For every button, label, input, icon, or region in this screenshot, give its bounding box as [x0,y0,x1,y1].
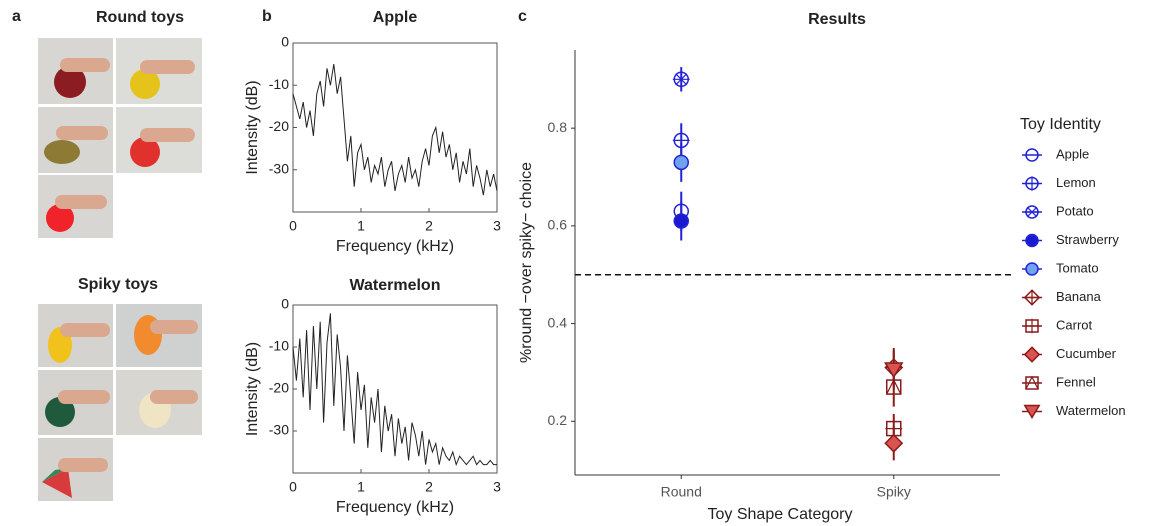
legend-item: Cucumber [1022,346,1117,363]
x-tick-label: 0 [289,479,297,495]
marker-inner [672,73,690,86]
x-axis-label: Frequency (kHz) [336,499,454,516]
photos [38,38,202,501]
marker-inner [1024,206,1040,218]
marker [673,213,689,229]
x-tick-label: 0 [289,218,297,234]
photo-title: Spiky toys [78,276,158,293]
marker [1023,404,1041,419]
legend-label: Lemon [1056,175,1096,190]
legend-title: Toy Identity [1020,116,1101,133]
x-tick-label: 2 [425,479,433,495]
y-axis-label: Intensity (dB) [244,80,261,174]
marker [1025,262,1039,276]
marker [673,154,689,171]
photo-title: Round toys [96,9,184,26]
y-tick-label: 0.8 [548,119,568,135]
x-tick-label: Round [661,484,702,500]
legend-item: Carrot [1022,317,1093,334]
legend-item: Apple [1022,146,1089,162]
x-tick-label: 2 [425,218,433,234]
legend-item: Potato [1022,203,1094,219]
x-tick-label: 1 [357,479,365,495]
y-tick-label: -30 [269,160,289,176]
chart-title: Watermelon [350,277,441,294]
legend-label: Carrot [1056,317,1093,332]
x-tick-label: 3 [493,218,501,234]
legend-label: Watermelon [1056,403,1126,418]
legend-label: Strawberry [1056,232,1119,247]
y-tick-label: -10 [269,76,289,92]
y-tick-label: 0.4 [548,314,568,330]
y-axis-label: Intensity (dB) [244,342,261,436]
panel-label: a [12,8,21,25]
x-tick-label: 1 [357,218,365,234]
y-tick-label: 0.2 [548,412,568,428]
legend-label: Potato [1056,203,1094,218]
data-point [672,67,690,92]
legend-item: Banana [1022,289,1102,306]
y-tick-label: -20 [269,118,289,134]
data-point [673,201,689,241]
y-tick-label: 0.6 [548,217,568,233]
marker-inner [1024,176,1040,191]
marker [884,362,904,379]
legend-label: Cucumber [1056,346,1117,361]
marker [884,433,904,453]
data-point [673,142,689,182]
legend-item: Lemon [1022,175,1096,191]
legend-label: Tomato [1056,260,1099,275]
spectrum-line [292,64,498,196]
legend-item: Tomato [1022,260,1099,276]
x-axis-label: Frequency (kHz) [336,238,454,255]
marker [1025,148,1039,162]
marker-inner [1024,318,1040,334]
legend-label: Apple [1056,146,1089,161]
y-tick-label: -30 [269,422,289,438]
panel-label: c [518,8,527,25]
chart-title: Apple [373,9,418,26]
legend-label: Banana [1056,289,1102,304]
x-axis-label: Toy Shape Category [708,506,853,523]
y-tick-label: 0 [281,34,289,50]
x-tick-label: 3 [493,479,501,495]
marker-inner [1024,290,1040,305]
marker-inner [1025,375,1039,390]
marker [1025,233,1039,248]
spectrum-line [292,313,497,467]
legend-item: Strawberry [1022,232,1119,248]
plot-frame [292,304,498,474]
y-axis-label: %round −over spiky− choice [518,162,535,363]
marker [1023,346,1041,363]
x-tick-label: Spiky [877,484,911,500]
chart-title: Results [808,11,866,28]
panel-label: b [262,8,272,25]
legend-item: Watermelon [1022,403,1126,419]
y-tick-label: 0 [281,296,289,312]
data-point [884,350,904,390]
y-tick-label: -20 [269,380,289,396]
y-tick-label: -10 [269,338,289,354]
data-point [884,426,904,461]
legend-item: Fennel [1022,374,1096,390]
legend-label: Fennel [1056,374,1096,389]
